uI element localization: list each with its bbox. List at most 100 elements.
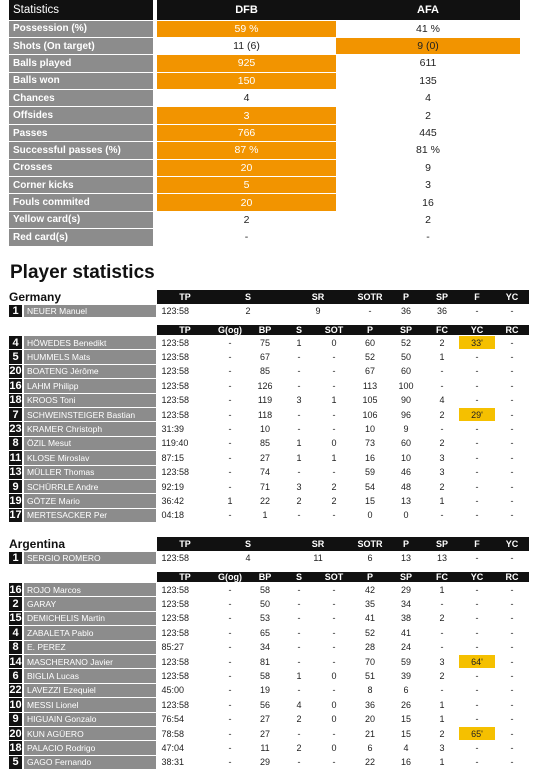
player-number: 19 <box>9 493 24 509</box>
stat-cell: 90 <box>387 393 426 408</box>
stat-home-value: 11 (6) <box>155 37 336 56</box>
player-row: 4 ZABALETA Pablo 123:58-65- -52 41- - - <box>9 625 530 641</box>
stat-cell: - <box>495 640 530 655</box>
player-number: 23 <box>9 421 24 437</box>
stat-cell: - <box>315 364 354 380</box>
player-number: 1 <box>9 304 24 325</box>
player-row: 7 SCHWEINSTEIGER Bastian 123:58-118- -106 96… <box>9 407 530 423</box>
stat-cell: - <box>315 378 354 394</box>
stat-cell: 46 <box>387 465 426 480</box>
field-col-header: G(og) <box>213 321 247 336</box>
stat-cell: - <box>459 755 496 769</box>
stat-cell: - <box>213 640 248 655</box>
stat-cell: 0 <box>315 668 354 684</box>
field-col-header: S <box>283 321 316 336</box>
stat-cell: 1 <box>315 393 354 408</box>
stat-cell: 123:58 <box>157 304 213 325</box>
stat-cell: - <box>495 755 530 769</box>
field-col-header: FC <box>425 321 460 336</box>
away-team-code: AFA <box>336 0 520 21</box>
stat-cell: - <box>213 393 247 408</box>
player-number: 4 <box>9 335 24 351</box>
player-name: NEUER Manuel <box>23 304 159 325</box>
header-spacer <box>9 321 157 336</box>
player-name: GAGO Fernando <box>23 755 159 769</box>
stat-cell: - <box>425 640 460 655</box>
stat-cell: - <box>315 726 354 742</box>
stat-cell: 2 <box>425 407 460 423</box>
field-col-header: G(og) <box>213 568 248 583</box>
player-name: PALACIO Rodrigo <box>23 740 159 756</box>
stat-cell: 33' <box>459 335 496 351</box>
stat-cell: 29 <box>247 755 284 769</box>
stat-cell: - <box>459 596 496 612</box>
stat-label: Yellow card(s) <box>9 211 157 230</box>
player-name: GARAY <box>23 596 159 612</box>
stat-cell: - <box>213 755 248 769</box>
stat-cell: - <box>213 421 247 437</box>
field-header-row: TP G(og) BP S SOT P SP FC YC RC <box>9 568 530 583</box>
stat-cell: 67 <box>353 364 388 380</box>
player-row: 16 LAHM Philipp 123:58-126- -113 100- - - <box>9 378 530 394</box>
stat-away-value: 3 <box>336 176 520 195</box>
stat-cell: - <box>495 378 530 394</box>
gk-col-header: F <box>459 537 496 552</box>
player-name: KROOS Toni <box>23 393 159 408</box>
stat-cell: - <box>459 378 496 394</box>
field-col-header: FC <box>425 568 460 583</box>
stat-cell: - <box>459 582 496 598</box>
player-row: 9 HIGUAIN Gonzalo 76:54-27 2 0 20 15 1- - <box>9 712 530 727</box>
stat-away-value: 9 (0) <box>336 37 520 56</box>
stat-cell: 87:15 <box>157 450 213 466</box>
field-col-header: BP <box>247 321 284 336</box>
gk-col-header: SR <box>283 537 354 552</box>
stat-cell: 3 <box>425 450 460 466</box>
stat-cell: 71 <box>247 479 284 495</box>
stat-cell: 96 <box>387 407 426 423</box>
stat-cell: - <box>459 740 496 756</box>
stat-cell: - <box>495 304 530 325</box>
stat-cell: 65' <box>459 726 496 742</box>
field-col-header: SP <box>387 568 426 583</box>
stat-cell: - <box>459 683 496 699</box>
stat-cell: 58 <box>247 582 284 598</box>
player-name: HIGUAIN Gonzalo <box>23 712 159 727</box>
stat-away-value: 2 <box>336 106 520 125</box>
gk-col-header: S <box>213 537 284 552</box>
player-number: 9 <box>9 479 24 495</box>
team-stats-header: Statistics DFB AFA <box>9 0 520 21</box>
player-number: 2 <box>9 596 24 612</box>
stat-cell: - <box>459 304 496 325</box>
stat-cell: 1 <box>247 508 284 524</box>
stat-cell: 1 <box>425 493 460 509</box>
stat-cell: 73 <box>353 436 388 452</box>
player-name: SCHÜRRLE Andre <box>23 479 159 495</box>
player-name: ROJO Marcos <box>23 582 159 598</box>
team-stats-table: Statistics DFB AFA Possession (%) 59 % 41 … <box>9 0 520 247</box>
stat-cell: - <box>459 668 496 684</box>
gk-col-header: SP <box>425 537 460 552</box>
stat-cell: - <box>495 683 530 699</box>
stat-away-value: 2 <box>336 211 520 230</box>
stat-cell: 36 <box>425 304 460 325</box>
stat-cell: - <box>315 611 354 627</box>
gk-col-header: SR <box>283 290 354 305</box>
stat-cell: - <box>495 654 530 670</box>
stat-cell: 11 <box>283 551 354 572</box>
stat-cell: 11 <box>247 740 284 756</box>
stat-cell: 123:58 <box>157 654 214 670</box>
stat-cell: - <box>315 465 354 480</box>
stat-cell: - <box>459 349 496 365</box>
player-name: E. PEREZ <box>23 640 159 655</box>
stat-cell: - <box>495 712 530 727</box>
stat-cell: - <box>283 683 316 699</box>
stat-cell: - <box>213 450 247 466</box>
team-stat-row: Balls won 150 135 <box>9 72 520 91</box>
stat-label: Crosses <box>9 159 157 178</box>
stat-cell: 28 <box>353 640 388 655</box>
stat-cell: 70 <box>353 654 388 670</box>
stat-cell: - <box>459 450 496 466</box>
stat-cell: 34 <box>387 596 426 612</box>
stat-cell: 105 <box>353 393 388 408</box>
field-col-header: S <box>283 568 316 583</box>
